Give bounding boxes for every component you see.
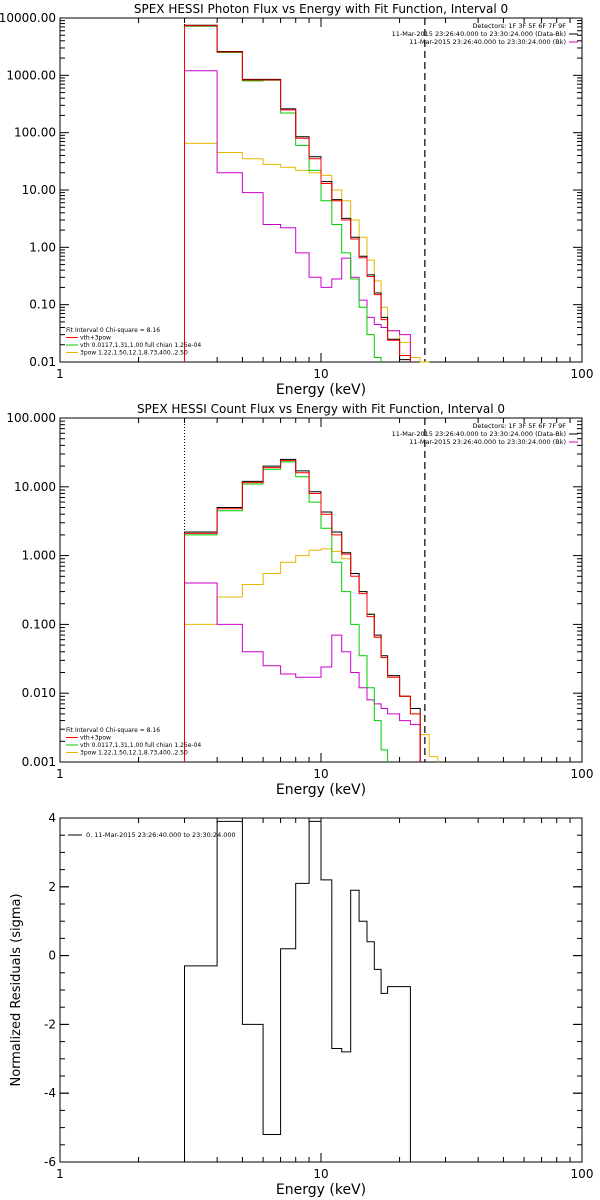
y-tick-label-0: 100.00: [14, 126, 56, 140]
series-line-0-4: [184, 70, 411, 362]
info-line-0-2: 11-Mar-2015 23:26:40.000 to 23:30:24.000…: [409, 38, 566, 46]
info-line-0-0: Detectors: 1F 3F 5F 6F 7F 9F: [472, 22, 566, 30]
x-tick-label-2: 100: [571, 1167, 594, 1181]
y-axis-label-2: Normalized Residuals (sigma): [9, 893, 24, 1086]
legend-entry-1-1: vth+3pow: [80, 735, 111, 742]
series-line-1-0: [184, 458, 421, 762]
x-axis-label-1: Energy (keV): [276, 782, 366, 798]
legend-entry-0-3: 3pow 1.22,1.50,12.1,8.73,400.,2.50: [80, 350, 188, 357]
series-line-1-3: [184, 548, 439, 762]
y-tick-label-2: -2: [44, 1017, 56, 1031]
y-tick-label-2: 0: [48, 949, 56, 963]
series-line-0-2: [184, 25, 382, 362]
info-line-1-2: 11-Mar-2015 23:26:40.000 to 23:30:24.000…: [409, 438, 566, 446]
x-tick-label-0: 10: [313, 367, 328, 381]
y-tick-label-0: 0.01: [29, 355, 56, 369]
plot-frame-1: [59, 417, 583, 763]
y-tick-label-1: 0.001: [22, 755, 56, 769]
y-tick-label-2: -6: [44, 1155, 56, 1169]
y-tick-label-1: 100.000: [6, 411, 56, 425]
y-tick-label-1: 1.000: [22, 549, 56, 563]
legend-entry-0-0: Fit Interval 0 Chi-square = 8.16: [66, 327, 160, 334]
y-tick-label-0: 1.00: [29, 240, 56, 254]
info-line-0-1: 11-Mar-2015 23:26:40.000 to 23:30:24.000…: [392, 30, 566, 38]
y-tick-label-1: 0.010: [22, 686, 56, 700]
series-line-1-2: [184, 461, 389, 762]
y-tick-label-2: -4: [44, 1086, 56, 1100]
legend-entry-1-3: 3pow 1.22,1.50,12.1,8.73,400.,2.50: [80, 750, 188, 757]
x-axis-label-0: Energy (keV): [276, 382, 366, 398]
series-line-1-4: [184, 582, 421, 762]
legend-entry-0-2: vth 0.0117,1.31,1.00 full chian 1.25e-04: [80, 342, 201, 349]
legend-entry-1-2: vth 0.0117,1.31,1.00 full chian 1.25e-04: [80, 742, 201, 749]
y-tick-label-2: 4: [48, 811, 56, 825]
chart-title-0: SPEX HESSI Photon Flux vs Energy with Fi…: [134, 2, 508, 16]
y-tick-label-0: 0.10: [29, 298, 56, 312]
legend-entry-1-0: Fit Interval 0 Chi-square = 8.16: [66, 727, 160, 734]
y-tick-label-0: 10000.00: [0, 11, 56, 25]
legend-entry-0-1: vth+3pow: [80, 335, 111, 342]
y-tick-label-1: 0.100: [22, 617, 56, 631]
x-tick-label-1: 10: [313, 767, 328, 781]
series-line-1-1: [184, 460, 421, 762]
x-tick-label-2: 10: [313, 1167, 328, 1181]
info-line-1-0: Detectors: 1F 3F 5F 6F 7F 9F: [472, 422, 566, 430]
legend-entry-residual: 0. 11-Mar-2015 23:26:40.000 to 23:30:24.…: [86, 831, 236, 839]
x-tick-label-0: 100: [571, 367, 594, 381]
series-line-2-0: [184, 820, 411, 1162]
x-tick-label-1: 1: [56, 767, 64, 781]
y-tick-label-0: 10.00: [22, 183, 56, 197]
x-tick-label-1: 100: [571, 767, 594, 781]
series-line-0-0: [184, 24, 411, 362]
series-line-0-1: [184, 25, 411, 362]
y-tick-label-2: 2: [48, 880, 56, 894]
y-tick-label-0: 1000.00: [6, 68, 56, 82]
x-tick-label-2: 1: [56, 1167, 64, 1181]
x-tick-label-0: 1: [56, 367, 64, 381]
y-tick-label-1: 10.000: [14, 480, 56, 494]
chart-title-1: SPEX HESSI Count Flux vs Energy with Fit…: [137, 402, 505, 416]
x-axis-label-2: Energy (keV): [276, 1182, 366, 1198]
info-line-1-1: 11-Mar-2015 23:26:40.000 to 23:30:24.000…: [392, 430, 566, 438]
